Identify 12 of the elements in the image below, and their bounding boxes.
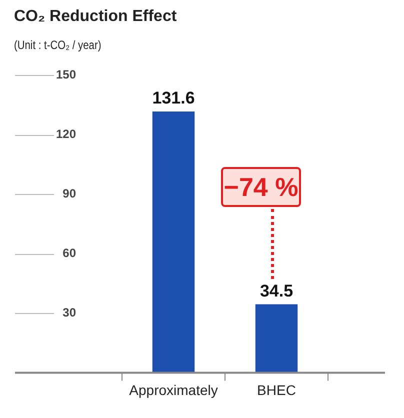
data-label: 131.6 [152, 88, 195, 108]
y-tick-label: 150 [56, 67, 76, 82]
annotation: −74 % [221, 167, 301, 207]
y-tick-label: 120 [56, 126, 76, 141]
x-tick-label: Approximately [129, 382, 218, 398]
data-label: 34.5 [260, 281, 294, 300]
y-tick-label: 60 [62, 246, 76, 260]
y-tick-label: 30 [62, 306, 76, 320]
chart-title: CO₂ Reduction Effect [14, 8, 177, 26]
x-tick-label: BHEC [257, 382, 296, 398]
y-tick-label: 90 [62, 186, 76, 200]
chart-subtitle: (Unit : t-CO₂ / year) [14, 38, 102, 52]
